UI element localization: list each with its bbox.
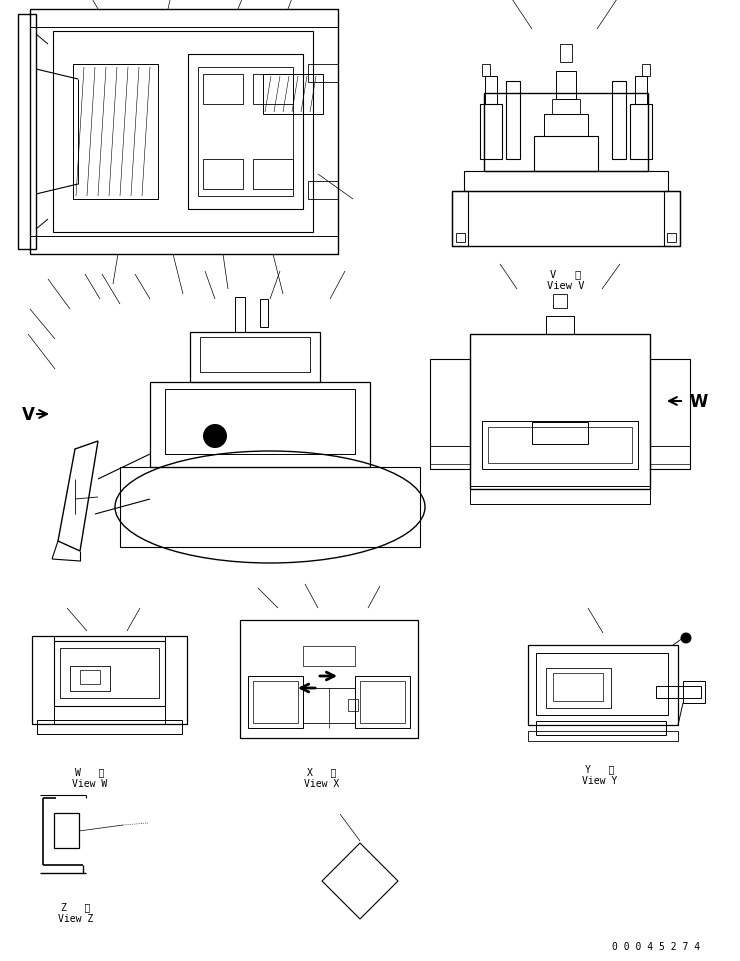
Bar <box>560 45 572 62</box>
Bar <box>456 234 465 243</box>
Text: W: W <box>690 393 708 410</box>
Bar <box>37 720 182 734</box>
Bar <box>534 136 598 172</box>
Bar <box>190 333 320 382</box>
Bar <box>355 677 410 728</box>
Bar <box>18 15 36 250</box>
Bar <box>553 674 603 702</box>
Bar <box>360 681 405 724</box>
Bar <box>642 65 650 77</box>
Bar <box>73 65 158 200</box>
Bar <box>253 681 298 724</box>
Bar <box>667 234 676 243</box>
Bar <box>248 677 303 728</box>
Bar <box>253 160 293 190</box>
Bar <box>32 636 54 725</box>
Bar <box>536 653 668 715</box>
Bar <box>165 389 355 455</box>
Text: V   視: V 視 <box>551 269 582 279</box>
Bar <box>188 55 303 209</box>
Bar <box>635 77 647 105</box>
Bar <box>506 82 520 160</box>
Bar <box>536 722 666 735</box>
Bar <box>552 100 580 115</box>
Bar <box>30 236 338 255</box>
Bar <box>452 192 468 247</box>
Bar <box>235 298 245 333</box>
Bar <box>308 65 338 83</box>
Text: View W: View W <box>73 778 107 788</box>
Bar <box>165 636 187 725</box>
Text: V: V <box>22 406 35 424</box>
Bar <box>303 647 355 666</box>
Bar <box>656 686 701 699</box>
Bar <box>630 105 652 160</box>
Bar <box>528 731 678 741</box>
Bar <box>54 813 79 849</box>
Bar <box>546 317 574 334</box>
Bar <box>30 10 338 255</box>
Bar <box>260 300 268 328</box>
Bar <box>203 75 243 105</box>
Bar <box>120 467 420 548</box>
Text: View Y: View Y <box>582 776 618 785</box>
Circle shape <box>203 425 227 449</box>
Bar <box>485 77 497 105</box>
Bar <box>664 192 680 247</box>
Bar <box>240 621 418 738</box>
Text: View X: View X <box>304 778 340 788</box>
Bar <box>532 423 588 445</box>
Bar <box>60 649 159 699</box>
Bar <box>612 82 626 160</box>
Bar <box>70 666 110 691</box>
Bar <box>452 192 680 247</box>
Bar <box>650 447 690 464</box>
Bar <box>80 671 100 684</box>
Bar <box>263 75 323 115</box>
Bar <box>482 422 638 470</box>
Text: View Z: View Z <box>58 913 94 923</box>
Text: W   視: W 視 <box>75 766 104 776</box>
Text: 0 0 0 4 5 2 7 4: 0 0 0 4 5 2 7 4 <box>612 941 700 951</box>
Bar <box>488 428 632 463</box>
Circle shape <box>681 633 691 643</box>
Bar <box>54 641 165 706</box>
Bar <box>198 68 293 197</box>
Bar <box>480 105 502 160</box>
Text: View V: View V <box>548 281 585 290</box>
Bar <box>650 359 690 470</box>
Bar <box>348 700 358 711</box>
Bar <box>30 10 338 28</box>
Bar <box>150 382 370 467</box>
Bar <box>470 334 650 489</box>
Bar <box>482 65 490 77</box>
Bar <box>303 688 355 724</box>
Bar <box>544 115 588 136</box>
Bar <box>53 32 313 233</box>
Bar <box>308 182 338 200</box>
Bar <box>203 160 243 190</box>
Bar <box>32 636 187 725</box>
Bar <box>528 646 678 726</box>
Bar <box>430 447 470 464</box>
Bar <box>470 486 650 505</box>
Bar <box>430 359 470 470</box>
Text: Y   視: Y 視 <box>585 763 615 774</box>
Bar <box>546 668 611 708</box>
Bar <box>200 337 310 373</box>
Bar <box>253 75 293 105</box>
Bar <box>484 94 648 172</box>
Text: Z   視: Z 視 <box>61 901 91 911</box>
Bar <box>556 72 576 100</box>
Text: X   視: X 視 <box>307 766 337 776</box>
Bar <box>464 172 668 192</box>
Bar <box>683 681 705 703</box>
Bar <box>553 295 567 308</box>
